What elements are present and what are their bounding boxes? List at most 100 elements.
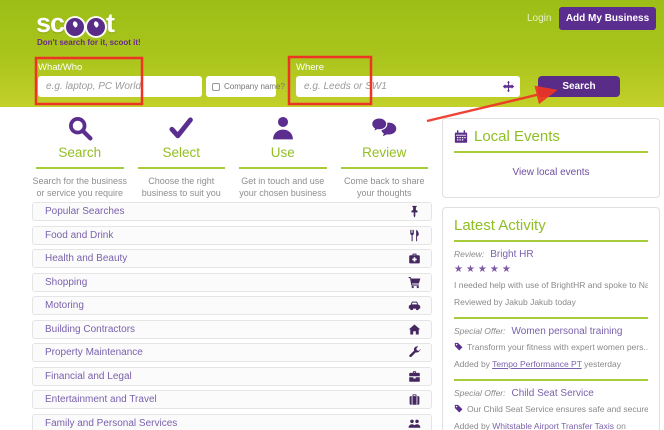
activity-description: I needed help with use of BrightHR and s… xyxy=(454,280,648,290)
feature-divider xyxy=(36,167,124,169)
section-divider xyxy=(454,151,648,153)
activity-title-link[interactable]: Child Seat Service xyxy=(511,387,594,399)
car-icon xyxy=(408,299,421,312)
feature-title[interactable]: Search xyxy=(58,145,102,160)
tag-icon xyxy=(454,342,463,351)
activity-description: Transform your fitness with expert women… xyxy=(467,341,648,352)
feature-column: Use Get in touch and use your chosen bus… xyxy=(235,114,331,199)
view-local-events-link[interactable]: View local events xyxy=(512,167,590,178)
wrench-icon xyxy=(408,346,421,359)
category-label: Popular Searches xyxy=(45,206,125,217)
feature-title[interactable]: Review xyxy=(362,145,407,160)
add-my-business-button[interactable]: Add My Business xyxy=(559,7,656,30)
person-icon xyxy=(235,114,331,142)
feature-divider xyxy=(340,167,428,169)
activity-title-link[interactable]: Bright HR xyxy=(490,249,534,260)
activity-item: Special Offer: Women personal training T… xyxy=(454,316,648,379)
locate-me-icon[interactable] xyxy=(502,80,515,93)
category-label: Entertainment and Travel xyxy=(45,394,157,405)
activity-type-label: Special Offer: xyxy=(454,387,506,398)
category-row[interactable]: Popular Searches xyxy=(32,202,432,221)
comments-icon xyxy=(337,114,433,142)
category-row[interactable]: Motoring xyxy=(32,296,432,315)
category-label: Health and Beauty xyxy=(45,253,128,264)
category-label: Building Contractors xyxy=(45,323,136,335)
section-divider xyxy=(454,240,648,242)
category-row[interactable]: Food and Drink xyxy=(32,225,432,245)
activity-byline: Added by Tempo Performance PT yesterday xyxy=(454,358,621,369)
latest-activity-box: Latest Activity Review: Bright HR ★★★★★ … xyxy=(442,207,660,430)
feature-column: Search Search for the business or servic… xyxy=(32,114,128,199)
feature-divider xyxy=(137,167,225,169)
what-who-input[interactable] xyxy=(38,76,202,97)
byline-business-link[interactable]: Tempo Performance PT xyxy=(492,358,582,369)
category-row[interactable]: Financial and Legal xyxy=(32,366,432,386)
where-field-wrap xyxy=(296,76,520,97)
feature-description: Choose the right business to suit you xyxy=(141,176,221,199)
magnifier-icon xyxy=(32,114,128,142)
login-link[interactable]: Login xyxy=(527,13,552,24)
local-events-box: Local Events View local events xyxy=(442,118,660,198)
briefcase-icon xyxy=(408,370,421,383)
category-label: Property Maintenance xyxy=(45,347,143,358)
what-who-label: What/Who xyxy=(38,62,83,73)
activity-item: Special Offer: Child Seat Service Our Ch… xyxy=(454,378,648,430)
suitcase-icon xyxy=(408,393,421,406)
feature-title[interactable]: Select xyxy=(162,145,201,160)
where-label: Where xyxy=(296,62,324,73)
calendar-icon xyxy=(454,129,468,143)
category-list: Popular Searches Food and Drink Health a… xyxy=(32,202,432,430)
checkbox-square-icon[interactable] xyxy=(212,82,220,91)
company-name-checkbox-label: Company name? xyxy=(224,82,285,91)
feature-column: Review Come back to share your thoughts xyxy=(337,114,433,199)
category-row[interactable]: Health and Beauty xyxy=(32,249,432,268)
search-button[interactable]: Search xyxy=(538,76,620,97)
where-input[interactable] xyxy=(296,76,520,97)
activity-type-label: Special Offer: xyxy=(454,325,506,336)
company-name-checkbox[interactable]: Company name? xyxy=(206,76,285,97)
category-label: Family and Personal Services xyxy=(45,417,178,429)
thumbtack-icon xyxy=(408,205,421,218)
logo-text-t: t xyxy=(106,8,115,38)
activity-item: Review: Bright HR ★★★★★ I needed help wi… xyxy=(454,242,648,317)
category-label: Motoring xyxy=(45,300,84,311)
activity-list: Review: Bright HR ★★★★★ I needed help wi… xyxy=(454,242,648,430)
cart-icon xyxy=(408,276,421,289)
star-rating: ★★★★★ xyxy=(454,264,514,275)
feature-description: Search for the business or service you r… xyxy=(32,176,128,199)
category-label: Financial and Legal xyxy=(45,370,132,382)
category-row[interactable]: Family and Personal Services xyxy=(32,413,432,430)
feature-title[interactable]: Use xyxy=(270,145,295,160)
logo-text-sc: sc xyxy=(36,8,65,38)
first-aid-icon xyxy=(408,252,421,265)
scoot-logo[interactable]: sc t xyxy=(36,8,115,39)
feature-description: Come back to share your thoughts xyxy=(343,176,425,199)
byline-business-link[interactable]: Whitstable Airport Transfer Taxis xyxy=(492,420,615,430)
logo-o-icon xyxy=(66,17,85,36)
how-it-works-row: Search Search for the business or servic… xyxy=(32,114,432,199)
house-icon xyxy=(408,323,421,336)
users-icon xyxy=(408,417,421,430)
site-header: sc t Don't search for it, scoot it! Logi… xyxy=(0,0,664,107)
category-row[interactable]: Property Maintenance xyxy=(32,343,432,362)
category-row[interactable]: Entertainment and Travel xyxy=(32,390,432,409)
logo-o-icon xyxy=(87,17,106,36)
activity-byline: Added by Whitstable Airport Transfer Tax… xyxy=(454,420,626,430)
feature-divider xyxy=(239,167,327,169)
category-label: Food and Drink xyxy=(45,229,114,241)
feature-description: Get in touch and use your chosen busines… xyxy=(239,176,327,199)
category-row[interactable]: Shopping xyxy=(32,272,432,292)
category-row[interactable]: Building Contractors xyxy=(32,319,432,339)
tag-icon xyxy=(454,404,463,413)
utensils-icon xyxy=(408,229,421,242)
activity-description: Our Child Seat Service ensures safe and … xyxy=(467,403,648,414)
feature-column: Select Choose the right business to suit… xyxy=(134,114,230,199)
activity-title-link[interactable]: Women personal training xyxy=(511,325,623,337)
latest-activity-title: Latest Activity xyxy=(454,217,546,234)
activity-type-label: Review: xyxy=(454,249,485,259)
brand-tagline: Don't search for it, scoot it! xyxy=(37,38,141,47)
local-events-title: Local Events xyxy=(474,128,560,145)
category-label: Shopping xyxy=(45,276,88,288)
activity-byline: Reviewed by Jakub Jakub today xyxy=(454,297,576,307)
